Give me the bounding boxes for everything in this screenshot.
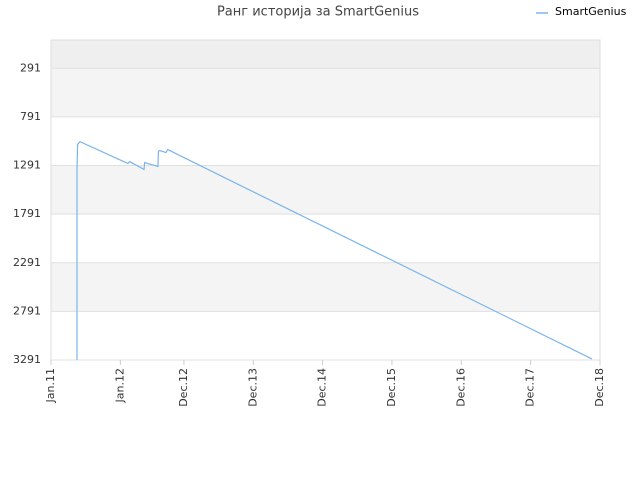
x-tick-label: Dec.13 [246, 368, 259, 407]
y-tick-label: 3291 [13, 353, 41, 366]
grid-band [51, 116, 600, 166]
legend-label: SmartGenius [555, 5, 627, 18]
line-series [76, 140, 593, 360]
x-tick-label: Jan.12 [113, 368, 126, 403]
grid-band [51, 165, 600, 215]
y-tick-label: 291 [20, 61, 41, 74]
x-tick-label: Dec.14 [316, 368, 329, 407]
x-tick-label: Dec.16 [454, 368, 467, 407]
chart-title: Ранг историја за SmartGenius [217, 5, 419, 20]
y-tick-label: 1791 [13, 207, 41, 220]
x-tick-label: Dec.17 [524, 368, 537, 407]
x-tick-label: Jan.11 [44, 368, 57, 403]
x-tick-label: Dec.15 [385, 368, 398, 407]
y-tick-label: 1291 [13, 159, 41, 172]
x-tick-label: Dec.12 [177, 368, 190, 407]
y-tick-label: 2791 [13, 304, 41, 317]
y-tick-label: 791 [20, 110, 41, 123]
x-tick-label: Dec.18 [593, 368, 606, 407]
grid-band [51, 68, 600, 117]
grid-band [51, 214, 600, 263]
grid-band [51, 40, 600, 69]
y-tick-label: 2291 [13, 256, 41, 269]
grid-band [51, 311, 600, 360]
grid-band [51, 262, 600, 312]
